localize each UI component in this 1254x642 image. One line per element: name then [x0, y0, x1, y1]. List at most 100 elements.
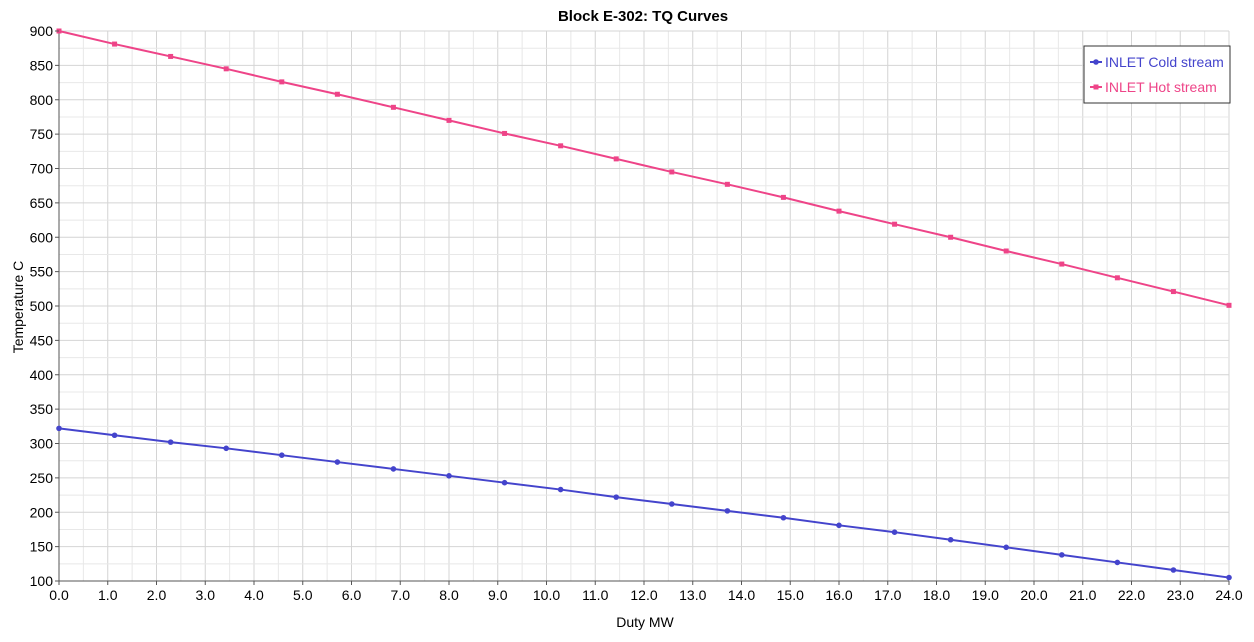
y-tick-label: 900	[30, 23, 54, 39]
y-tick-label: 550	[30, 264, 54, 280]
x-tick-label: 3.0	[196, 587, 216, 603]
legend-box	[1083, 45, 1231, 104]
legend-marker-inlet-cold-stream	[1093, 59, 1099, 65]
data-point-inlet-hot-stream	[279, 79, 285, 85]
data-point-inlet-cold-stream	[1058, 552, 1065, 558]
data-point-inlet-cold-stream	[1226, 574, 1232, 581]
data-point-inlet-cold-stream	[836, 522, 842, 529]
y-tick-label: 450	[30, 332, 54, 348]
legend-label-inlet-hot-stream: INLET Hot stream	[1105, 79, 1217, 95]
x-tick-label: 4.0	[244, 587, 264, 603]
x-tick-label: 6.0	[342, 587, 362, 603]
legend-marker-inlet-hot-stream	[1093, 84, 1099, 90]
y-tick-label: 150	[30, 539, 54, 555]
data-point-inlet-hot-stream	[1114, 275, 1120, 281]
data-point-inlet-cold-stream	[56, 425, 62, 432]
x-tick-label: 11.0	[582, 587, 608, 603]
x-tick-label: 18.0	[923, 587, 950, 603]
data-point-inlet-hot-stream	[223, 66, 229, 72]
data-point-inlet-hot-stream	[613, 156, 619, 162]
y-tick-label: 700	[30, 161, 54, 177]
x-tick-label: 9.0	[488, 587, 508, 603]
y-tick-label: 750	[30, 126, 54, 142]
chart-title: Block E-302: TQ Curves	[558, 8, 728, 25]
y-tick-label: 800	[30, 92, 54, 108]
data-point-inlet-cold-stream	[668, 501, 675, 507]
data-point-inlet-cold-stream	[223, 445, 230, 452]
data-point-inlet-hot-stream	[1059, 261, 1065, 267]
y-tick-label: 850	[30, 57, 54, 73]
data-point-inlet-hot-stream	[390, 104, 396, 110]
x-tick-label: 21.0	[1069, 587, 1096, 603]
data-point-inlet-cold-stream	[334, 459, 341, 465]
data-point-inlet-hot-stream	[1226, 302, 1232, 308]
x-tick-label: 20.0	[1020, 587, 1047, 603]
data-point-inlet-cold-stream	[278, 452, 285, 458]
data-point-inlet-cold-stream	[1170, 567, 1177, 573]
data-point-inlet-hot-stream	[669, 169, 675, 175]
series-line-inlet-cold-stream	[58, 427, 1230, 579]
y-tick-label: 400	[30, 367, 54, 383]
data-point-inlet-hot-stream	[724, 181, 730, 187]
y-tick-label: 100	[30, 573, 54, 589]
x-tick-label: 12.0	[630, 587, 657, 603]
y-tick-label: 250	[30, 470, 54, 486]
y-tick-label: 300	[30, 436, 54, 452]
x-tick-label: 7.0	[391, 587, 411, 603]
data-point-inlet-cold-stream	[891, 529, 898, 535]
x-tick-label: 5.0	[293, 587, 313, 603]
legend-label-inlet-cold-stream: INLET Cold stream	[1105, 54, 1224, 70]
data-point-inlet-hot-stream	[558, 143, 564, 149]
y-tick-label: 500	[30, 298, 54, 314]
x-tick-label: 13.0	[679, 587, 706, 603]
data-point-inlet-cold-stream	[111, 432, 118, 439]
y-tick-label: 650	[30, 195, 54, 211]
y-tick-label: 350	[30, 401, 54, 417]
data-point-inlet-hot-stream	[112, 41, 118, 47]
x-axis-label: Duty MW	[616, 614, 674, 630]
y-axis-label: Temperature C	[10, 261, 26, 354]
x-tick-label: 17.0	[874, 587, 901, 603]
x-tick-label: 19.0	[972, 587, 999, 603]
data-point-inlet-hot-stream	[502, 130, 508, 136]
y-tick-label: 600	[30, 229, 54, 245]
x-tick-label: 14.0	[728, 587, 755, 603]
x-tick-label: 15.0	[777, 587, 804, 603]
data-point-inlet-cold-stream	[390, 466, 397, 472]
x-tick-label: 16.0	[825, 587, 852, 603]
x-tick-label: 0.0	[49, 587, 69, 603]
data-point-inlet-cold-stream	[947, 536, 954, 543]
series-line-inlet-hot-stream	[58, 30, 1230, 307]
data-point-inlet-hot-stream	[1003, 248, 1009, 254]
tick-labels: 0.0 1.0 2.0 3.0 4.0 5.0 6.0 7.0 8.0 9.0 10.0 11.0 12…	[30, 23, 1243, 603]
data-point-inlet-cold-stream	[724, 508, 731, 514]
x-tick-label: 2.0	[147, 587, 167, 603]
x-tick-label: 10.0	[533, 587, 560, 603]
data-point-inlet-cold-stream	[557, 486, 564, 493]
y-tick-label: 200	[30, 504, 54, 520]
data-point-inlet-hot-stream	[446, 117, 452, 123]
data-point-inlet-hot-stream	[334, 91, 340, 97]
grid	[58, 30, 1230, 582]
data-point-inlet-cold-stream	[780, 514, 787, 521]
x-tick-label: 8.0	[439, 587, 459, 603]
x-tick-label: 24.0	[1215, 587, 1242, 603]
data-point-inlet-hot-stream	[836, 208, 842, 214]
data-point-inlet-hot-stream	[948, 234, 954, 240]
legend: INLET Cold stream INLET Hot stream	[1083, 45, 1231, 104]
data-point-inlet-hot-stream	[892, 221, 898, 227]
data-point-inlet-cold-stream	[1114, 559, 1121, 566]
x-tick-label: 23.0	[1167, 587, 1194, 603]
data-point-inlet-hot-stream	[168, 53, 174, 59]
series-layer	[56, 28, 1232, 581]
data-point-inlet-cold-stream	[446, 473, 452, 479]
data-point-inlet-cold-stream	[1003, 544, 1010, 551]
data-point-inlet-cold-stream	[501, 479, 508, 486]
data-point-inlet-hot-stream	[780, 194, 786, 200]
data-point-inlet-hot-stream	[1170, 289, 1176, 295]
x-tick-label: 22.0	[1118, 587, 1145, 603]
data-point-inlet-cold-stream	[613, 494, 620, 500]
x-tick-label: 1.0	[98, 587, 118, 603]
